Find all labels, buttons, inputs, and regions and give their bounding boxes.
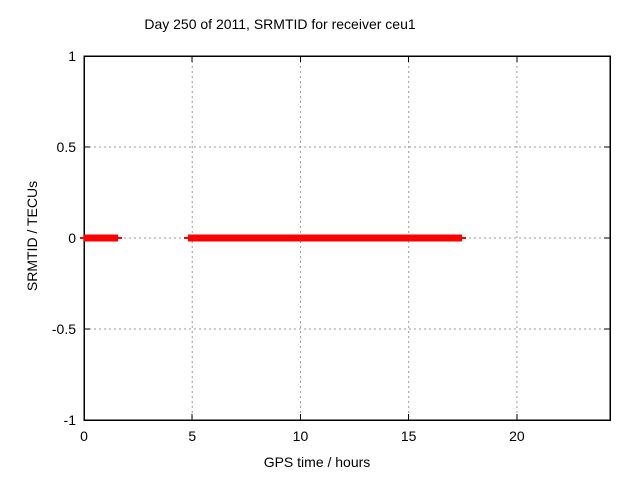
tick-labels: 0 5 10 15 20 -1 -0.5 0 0.5 1 <box>52 48 525 444</box>
y-tick-label: -0.5 <box>52 321 76 337</box>
y-tick-label: 0.5 <box>57 139 77 155</box>
x-tick-label: 5 <box>188 428 196 444</box>
y-tick-label: -1 <box>64 412 77 428</box>
x-tick-label: 10 <box>293 428 309 444</box>
x-axis-label: GPS time / hours <box>263 454 371 470</box>
chart-title: Day 250 of 2011, SRMTID for receiver ceu… <box>144 16 416 32</box>
x-tick-label: 0 <box>80 428 88 444</box>
y-tick-label: 1 <box>68 48 76 64</box>
y-tick-label: 0 <box>68 230 76 246</box>
x-tick-label: 20 <box>509 428 525 444</box>
x-tick-label: 15 <box>401 428 417 444</box>
